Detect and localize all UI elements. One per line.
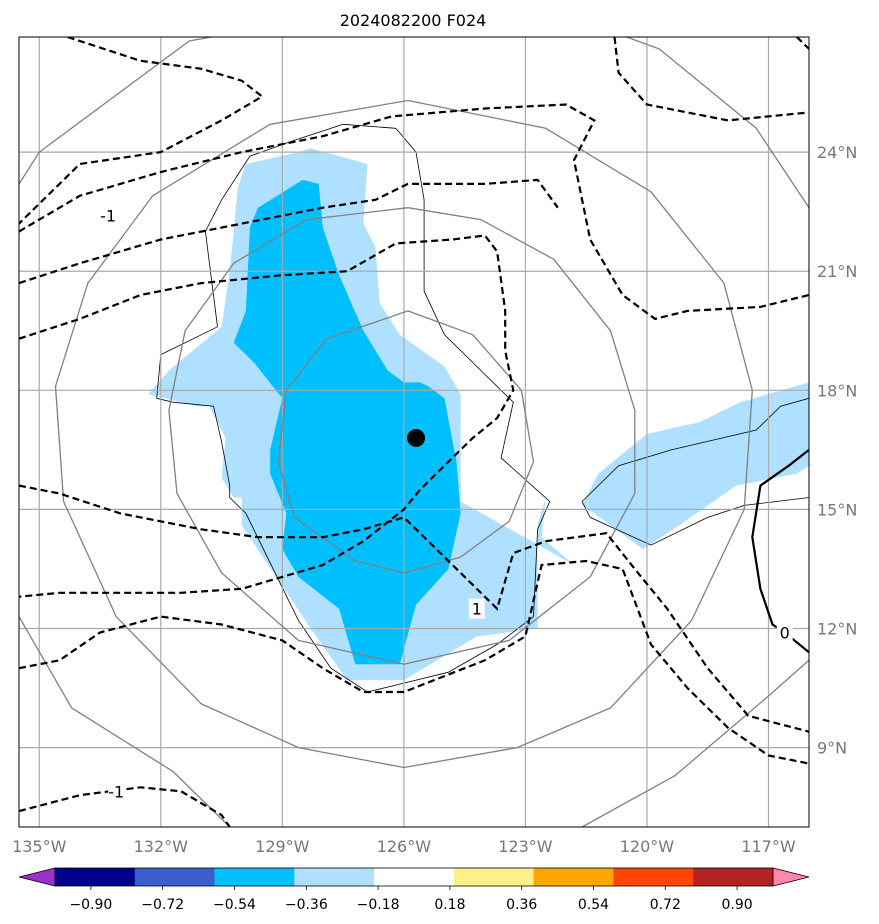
dashed-contour-4 [19, 559, 809, 765]
range-ring-2 [54, 99, 753, 769]
contour-labels: -1 1 -1 0 [100, 205, 793, 802]
x-tick-label-1: 132°W [134, 837, 189, 856]
colorbar-segment-1 [134, 868, 215, 886]
colorbar-segment-5 [453, 868, 534, 886]
range-ring-0 [277, 310, 535, 574]
colorbar-label-7: 0.54 [578, 897, 609, 913]
center-dot [407, 428, 426, 447]
x-tick-label-4: 123°W [498, 837, 553, 856]
dashed-contour-0 [19, 103, 809, 321]
dashed-contours [19, 37, 809, 827]
dashed-contour-3 [19, 484, 809, 733]
colorbar-segment-4 [374, 868, 455, 886]
center-marker [407, 428, 426, 447]
range-ring-5 [581, 659, 809, 827]
dashed-contour-7 [613, 37, 809, 122]
colorbar-label-4: −0.18 [357, 897, 400, 913]
y-tick-label-0: 24°N [817, 143, 857, 162]
thin-contours [156, 123, 809, 693]
gridlines [19, 37, 809, 827]
filled-region-1 [582, 382, 809, 550]
map-area: -1 1 -1 0 [19, 37, 809, 827]
contour-label-0: -1 [100, 207, 116, 226]
y-axis-tick-labels: 24°N 21°N 18°N 15°N 12°N 9°N [817, 143, 857, 757]
colorbar-segment-0 [55, 868, 136, 886]
y-tick-label-4: 12°N [817, 620, 857, 639]
dashed-contour-5 [19, 786, 231, 827]
colorbar-label-2: −0.54 [213, 897, 256, 913]
colorbar-extend-high [772, 867, 810, 887]
map-frame [18, 36, 810, 828]
y-tick-label-2: 18°N [817, 381, 857, 400]
range-ring-3 [19, 37, 215, 185]
contour-label-bg-2 [108, 781, 125, 802]
range-ring-1 [168, 207, 636, 665]
dashed-contour-1 [19, 178, 559, 285]
contour-label-1: 1 [472, 600, 482, 619]
colorbar-label-5: 0.18 [434, 897, 465, 913]
x-tick-label-5: 120°W [620, 837, 675, 856]
colorbar-label-9: 0.90 [722, 897, 753, 913]
colorbar-label-0: −0.90 [69, 897, 112, 913]
colorbar-frame [54, 867, 774, 887]
range-ring-4 [19, 616, 231, 827]
y-tick-label-3: 15°N [817, 500, 857, 519]
dashed-contour-6 [19, 37, 265, 225]
colorbar-extend-low [18, 867, 56, 887]
x-tick-label-6: 117°W [741, 837, 796, 856]
contour-label-bg-3 [776, 622, 793, 643]
colorbar-label-3: −0.36 [285, 897, 328, 913]
colorbar-segment-8 [693, 868, 774, 886]
contour-label-2: -1 [108, 782, 124, 801]
colorbar-segment-6 [533, 868, 614, 886]
colorbar-segment-7 [613, 868, 694, 886]
y-tick-label-5: 9°N [817, 739, 847, 758]
x-axis-tick-labels: 135°W 132°W 129°W 126°W 123°W 120°W 117°W [12, 837, 796, 856]
x-tick-label-2: 129°W [255, 837, 310, 856]
colorbar: −0.90 −0.72 −0.54 −0.36 −0.18 0.18 0.36 0.54 0.7… [18, 867, 810, 913]
range-ring-6 [626, 37, 809, 209]
dashed-contour-2 [19, 234, 515, 598]
colorbar-segment-2 [214, 868, 295, 886]
y-tick-label-1: 21°N [817, 262, 857, 281]
x-tick-label-3: 126°W [377, 837, 432, 856]
thin-contour-1 [581, 397, 809, 546]
colorbar-label-6: 0.36 [506, 897, 537, 913]
colorbar-segment-3 [294, 868, 375, 886]
x-tick-label-0: 135°W [12, 837, 67, 856]
colorbar-label-1: −0.72 [141, 897, 184, 913]
chart-title: 2024082200 F024 [340, 11, 487, 30]
colorbar-label-8: 0.72 [650, 897, 681, 913]
thin-contour-0 [156, 123, 551, 693]
contour-label-bg-0 [100, 205, 117, 226]
contour-label-bg-1 [468, 598, 485, 619]
contour-label-3: 0 [780, 623, 790, 642]
dashed-contour-8 [796, 37, 809, 50]
